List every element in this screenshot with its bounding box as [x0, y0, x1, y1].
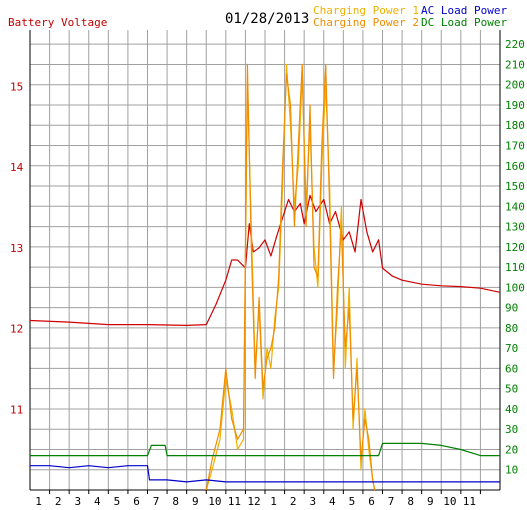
y-right-tick-label: 160	[505, 160, 525, 173]
x-tick-label: 4	[94, 495, 101, 508]
grid-lines	[30, 30, 500, 490]
legend-dc-load-power: DC Load Power	[421, 16, 508, 29]
x-tick-label: 5	[114, 495, 121, 508]
y-right-tick-label: 30	[505, 423, 518, 436]
y-right-tick-label: 20	[505, 443, 518, 456]
series-ac-load-power	[30, 465, 500, 483]
x-tick-label: 8	[172, 495, 179, 508]
x-tick-label: 5	[349, 495, 356, 508]
y-right-tick-label: 100	[505, 281, 525, 294]
tick-labels: 1 2 3 4 5 6 7 8 9 10 11 12 1 2 3 4 5 6 7 8 9 10 11111213141510…	[10, 38, 525, 508]
x-tick-label: 4	[329, 495, 336, 508]
x-tick-label: 9	[192, 495, 199, 508]
x-tick-label: 7	[388, 495, 395, 508]
x-tick-label: 10	[208, 495, 221, 508]
y-right-tick-label: 70	[505, 342, 518, 355]
x-tick-label: 9	[427, 495, 434, 508]
y-right-tick-label: 10	[505, 464, 518, 477]
y-right-tick-label: 180	[505, 119, 525, 132]
legend-charging-power-1: Charging Power 1	[313, 4, 419, 17]
legend-charging-power-2: Charging Power 2	[313, 16, 419, 29]
y-right-tick-label: 60	[505, 362, 518, 375]
chart-date: 01/28/2013	[225, 11, 310, 27]
series-dc-load-power	[30, 442, 500, 457]
y-left-tick-label: 13	[10, 242, 23, 255]
y-right-tick-label: 210	[505, 58, 525, 71]
series-charging-power-2	[205, 63, 376, 491]
series-battery-voltage	[29, 194, 501, 326]
y-right-tick-label: 200	[505, 79, 525, 92]
series-lines	[29, 63, 501, 491]
y-right-tick-label: 170	[505, 140, 525, 153]
x-tick-label: 7	[153, 495, 160, 508]
x-tick-label: 11	[228, 495, 241, 508]
y-right-tick-label: 150	[505, 180, 525, 193]
x-tick-label: 10	[443, 495, 456, 508]
left-axis-title: Battery Voltage	[8, 16, 108, 29]
x-tick-label: 6	[368, 495, 375, 508]
y-right-tick-label: 80	[505, 322, 518, 335]
y-right-tick-label: 220	[505, 38, 525, 51]
x-tick-label: 11	[463, 495, 476, 508]
x-tick-label: 3	[309, 495, 316, 508]
x-tick-label: 2	[55, 495, 62, 508]
y-right-tick-label: 40	[505, 403, 518, 416]
x-tick-label: 8	[407, 495, 414, 508]
x-tick-label: 1	[270, 495, 277, 508]
y-left-tick-label: 14	[10, 161, 24, 174]
x-tick-label: 1	[35, 495, 42, 508]
y-right-tick-label: 120	[505, 241, 525, 254]
x-tick-label: 3	[74, 495, 81, 508]
y-left-tick-label: 15	[10, 80, 23, 93]
legend-ac-load-power: AC Load Power	[421, 4, 508, 17]
x-tick-label: 6	[133, 495, 140, 508]
x-tick-label: 12	[247, 495, 260, 508]
y-left-tick-label: 12	[10, 323, 23, 336]
y-right-tick-label: 130	[505, 221, 525, 234]
y-right-tick-label: 110	[505, 261, 525, 274]
y-right-tick-label: 90	[505, 302, 518, 315]
y-right-tick-label: 50	[505, 383, 518, 396]
y-left-tick-label: 11	[10, 403, 23, 416]
y-right-tick-label: 190	[505, 99, 525, 112]
series-charging-power-1	[205, 63, 376, 491]
y-right-tick-label: 140	[505, 200, 525, 213]
x-tick-label: 2	[290, 495, 297, 508]
